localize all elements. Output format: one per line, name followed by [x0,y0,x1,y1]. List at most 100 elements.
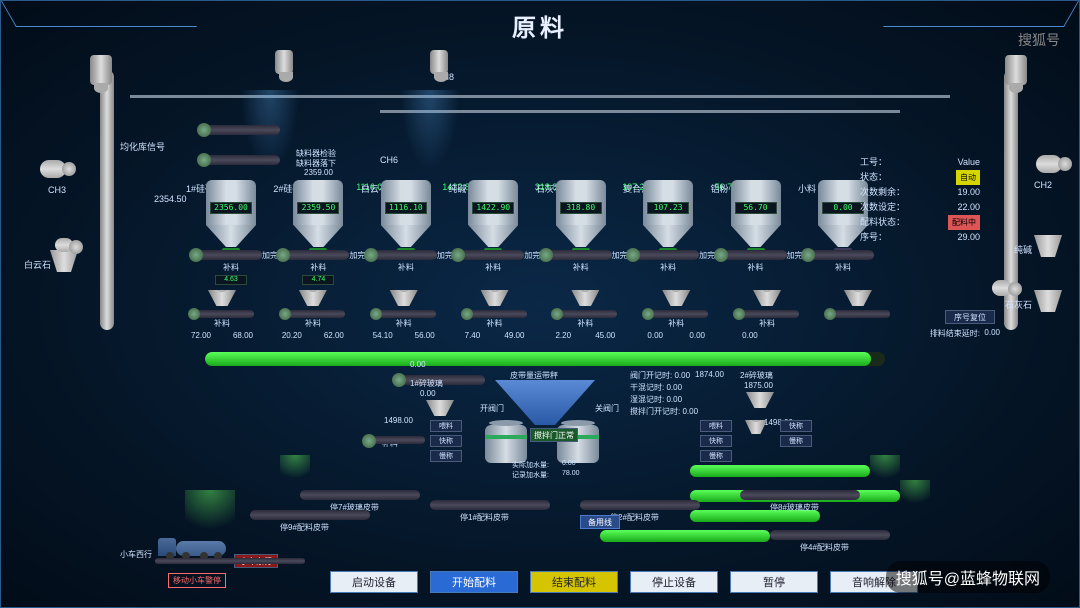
timing-block: 阀门开记时: 0.00干混记时: 0.00湿混记时: 0.00搅拌门开记时: 0… [630,370,698,418]
conveyor [454,250,524,260]
conv-label: 补料 [542,262,620,273]
glass-right-name: 2#碎玻璃 [740,370,820,381]
mini-v1: 0.00 [742,331,758,340]
pre-conveyor-2 [200,155,280,165]
silo-cone [293,225,343,247]
pre-conveyor-1 [200,125,280,135]
conv-3: 补料 [454,250,532,290]
water1-lbl: 实际加水量: [512,460,549,470]
mid-hopper [495,380,595,425]
glass-left-btn-2[interactable]: 快称 [430,435,462,447]
label-right-mat2: 石灰石 [1005,298,1032,311]
truck-warn[interactable]: 移动小车警停 [168,573,226,588]
discharge-val: 0.00 [984,328,1000,337]
truck-west-lbl: 小车西行 [120,549,152,560]
spare-line-button[interactable]: 备用线 [580,515,620,529]
info-v1: Value [958,155,980,170]
open-valve-lbl[interactable]: 开阀门 [480,403,504,414]
glass-left-btn-3[interactable]: 慢称 [430,450,462,462]
mini-hopper [844,290,872,306]
tank-1 [485,425,527,463]
silo-display: 1422.90 [472,202,514,214]
glass-right-btn-3[interactable]: 慢称 [700,450,732,462]
conv-label: 补料 [279,262,357,273]
silo-name: 纯碱 [448,182,466,195]
main-btn-1[interactable]: 开始配料 [430,571,518,593]
conv-label: 补料 [192,262,270,273]
silo-cone [468,225,518,247]
mid-top-val: 0.00 [410,360,426,369]
conveyor-row: 补料 4.63 补料 4.74 补料 补料 补料 补料 补料 补料 [192,250,882,290]
mini-conveyor [190,310,254,318]
mini-v2: 62.00 [324,331,344,340]
silo-display: 0.00 [822,202,864,214]
info-panel: 工号：Value 状态：自动 次数剩余：19.00 次数设定：22.00 配料状… [860,155,980,245]
mini-v1: 7.40 [465,331,481,340]
glass-right-btn-1[interactable]: 喂料 [700,420,732,432]
silo-display: 2356.00 [210,202,252,214]
mini-hopper-row: 补料 72.0068.00 补料 20.2062.00 补料 54.1056.0… [180,290,900,350]
mini-v2: 0.00 [689,331,705,340]
glass-right-btn-2[interactable]: 快称 [700,435,732,447]
info-v5: 配料中 [948,215,980,230]
page-title: 原料 [512,8,568,43]
conveyor [804,250,874,260]
dust-1 [870,455,900,485]
label-homog: 均化库信号 [120,140,165,153]
main-btn-4[interactable]: 暂停 [730,571,818,593]
silo-name: 小料 [798,182,816,195]
glass-right-v2: 1875.00 [744,381,824,390]
pipe-left [100,70,114,330]
silo-display: 318.80 [560,202,602,214]
glass-right-btn-4[interactable]: 快称 [780,420,812,432]
conv-label: 补料 [629,262,707,273]
mini-hopper [390,290,418,306]
mini-hopper [571,290,599,306]
bot-conv-3 [580,500,700,510]
motor-left-small [55,238,73,252]
bot-conv-2 [430,500,550,510]
main-btn-2[interactable]: 结束配料 [530,571,618,593]
mini-conveyor [826,310,890,318]
glass-left-v2: 1498.00 [384,416,413,425]
glass-right-group: 1874.00 2#碎玻璃 1875.00 1498.00 [720,370,800,408]
progress-bar [205,352,885,366]
dust-3 [280,455,310,485]
spray-can-right [1005,55,1027,85]
bot-green-4 [600,530,770,542]
main-btn-0[interactable]: 启动设备 [330,571,418,593]
mini-6: 补料 0.00 [725,290,809,350]
scale-lbl: 皮带量运带秤 [510,370,558,381]
conv-6: 补料 [717,250,795,290]
bot-conv-1 [250,510,370,520]
mini-conveyor [553,310,617,318]
close-valve-lbl[interactable]: 关阀门 [595,403,619,414]
hopper-right-1 [1034,235,1062,257]
info-v6: 29.00 [957,230,980,245]
bot-conv-4 [740,490,860,500]
timing-row: 湿混记时: 0.00 [630,394,698,406]
conv-display: 4.63 [215,275,247,285]
conveyor [717,250,787,260]
glass-right-v1: 1874.00 [695,370,724,379]
glass-left-name: 1#碎玻璃 [410,378,490,389]
silo-name: 铝粉 [711,182,729,195]
glass-right-hopper [746,392,774,408]
seq-reset-button[interactable]: 序号复位 [945,310,995,324]
mini-hopper [481,290,509,306]
spray-can-left [90,55,112,85]
truck-track [155,558,305,564]
glass-left-btn-1[interactable]: 喂料 [430,420,462,432]
glass-right-btn-5[interactable]: 慢称 [780,435,812,447]
mini-v1: 0.00 [647,331,663,340]
conv-2: 补料 [367,250,445,290]
info-l3: 次数剩余： [860,185,905,200]
mini-hopper [753,290,781,306]
label-ch6: CH6 [380,155,398,165]
main-button-row: 启动设备开始配料结束配料停止设备暂停音响解除 [330,571,918,593]
silo-display: 2359.50 [297,202,339,214]
mini-hopper [299,290,327,306]
motor-ch2 [1036,155,1062,173]
bot-conv-lbl-4: 停8#玻璃皮带 [770,502,819,513]
main-btn-3[interactable]: 停止设备 [630,571,718,593]
